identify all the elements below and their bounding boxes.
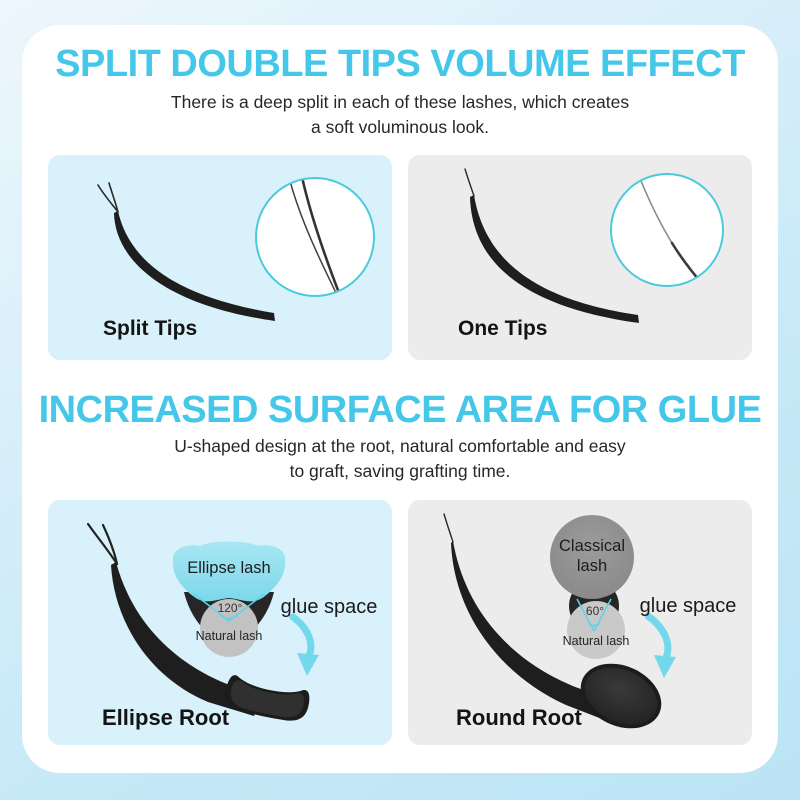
- ellipse-root-hair-right: [101, 523, 119, 566]
- section2-title: INCREASED SURFACE AREA FOR GLUE: [38, 389, 762, 431]
- section1-subtitle-line1: There is a deep split in each of these l…: [170, 92, 630, 112]
- split-tips-label: Split Tips: [103, 317, 198, 340]
- ellipse-lash-label: Ellipse lash: [187, 559, 271, 577]
- classical-lash-label: Classical lash: [559, 536, 625, 576]
- zoomed-one-tip: [640, 180, 711, 285]
- ellipse-root-panel: Ellipse lash 120° Natural lash glue spac…: [48, 500, 392, 745]
- section2-subtitle-line2: to graft, saving grafting time.: [289, 461, 511, 481]
- classical-lash-label-line2: lash: [576, 557, 608, 575]
- section2-subtitle: U-shaped design at the root, natural com…: [0, 434, 800, 484]
- split-tips-illustration: [97, 177, 375, 321]
- glue-arrow-icon: [644, 612, 676, 678]
- natural-lash-label: Natural lash: [562, 634, 630, 648]
- ellipse-root-end: [225, 675, 310, 721]
- one-tips-panel: One Tips: [408, 155, 752, 360]
- round-root-illustration: [443, 513, 676, 729]
- split-tip-hair-left: [97, 184, 119, 213]
- natural-lash-label: Natural lash: [195, 629, 263, 643]
- one-tips-label: One Tips: [458, 317, 548, 340]
- zoom-circle-split-tip: [255, 177, 375, 297]
- glue-space-label: glue space: [280, 596, 378, 618]
- round-root-end: [580, 663, 662, 729]
- one-lash-curve: [470, 195, 639, 323]
- zoomed-split-tip: [289, 179, 343, 295]
- round-root-panel: Classical lash 60° Natural lash glue spa…: [408, 500, 752, 745]
- glue-space-label: glue space: [639, 595, 737, 617]
- ellipse-root-label: Ellipse Root: [102, 705, 230, 730]
- ellipse-root-illustration: [86, 522, 319, 721]
- one-tips-illustration: [464, 168, 724, 323]
- angle-120-label: 120°: [217, 601, 243, 615]
- split-lash-curve: [114, 211, 275, 321]
- round-root-tip-hair: [443, 513, 454, 543]
- zoom-circle-one-tip: [610, 173, 724, 287]
- section1-subtitle: There is a deep split in each of these l…: [0, 90, 800, 140]
- glue-arrow-icon: [289, 613, 319, 676]
- angle-60-label: 60°: [585, 604, 605, 618]
- round-root-label: Round Root: [456, 705, 582, 730]
- section2-subtitle-line1: U-shaped design at the root, natural com…: [174, 436, 626, 456]
- split-tip-hair-right: [108, 182, 119, 213]
- split-tips-panel: Split Tips: [48, 155, 392, 360]
- one-tip-hair: [464, 168, 475, 197]
- natural-lash-circle: [200, 599, 258, 657]
- classical-lash-label-line1: Classical: [558, 537, 626, 555]
- angle-marker-120: [193, 593, 265, 622]
- section1-title: SPLIT DOUBLE TIPS VOLUME EFFECT: [55, 43, 745, 85]
- ellipse-lash-cross-section: [172, 541, 286, 602]
- natural-lash-circle: [567, 601, 625, 659]
- classical-lash-circle: [550, 515, 634, 599]
- section1-subtitle-line2: a soft voluminous look.: [310, 117, 489, 137]
- ellipse-root-hair-left: [86, 522, 119, 566]
- angle-marker-60: [576, 598, 612, 632]
